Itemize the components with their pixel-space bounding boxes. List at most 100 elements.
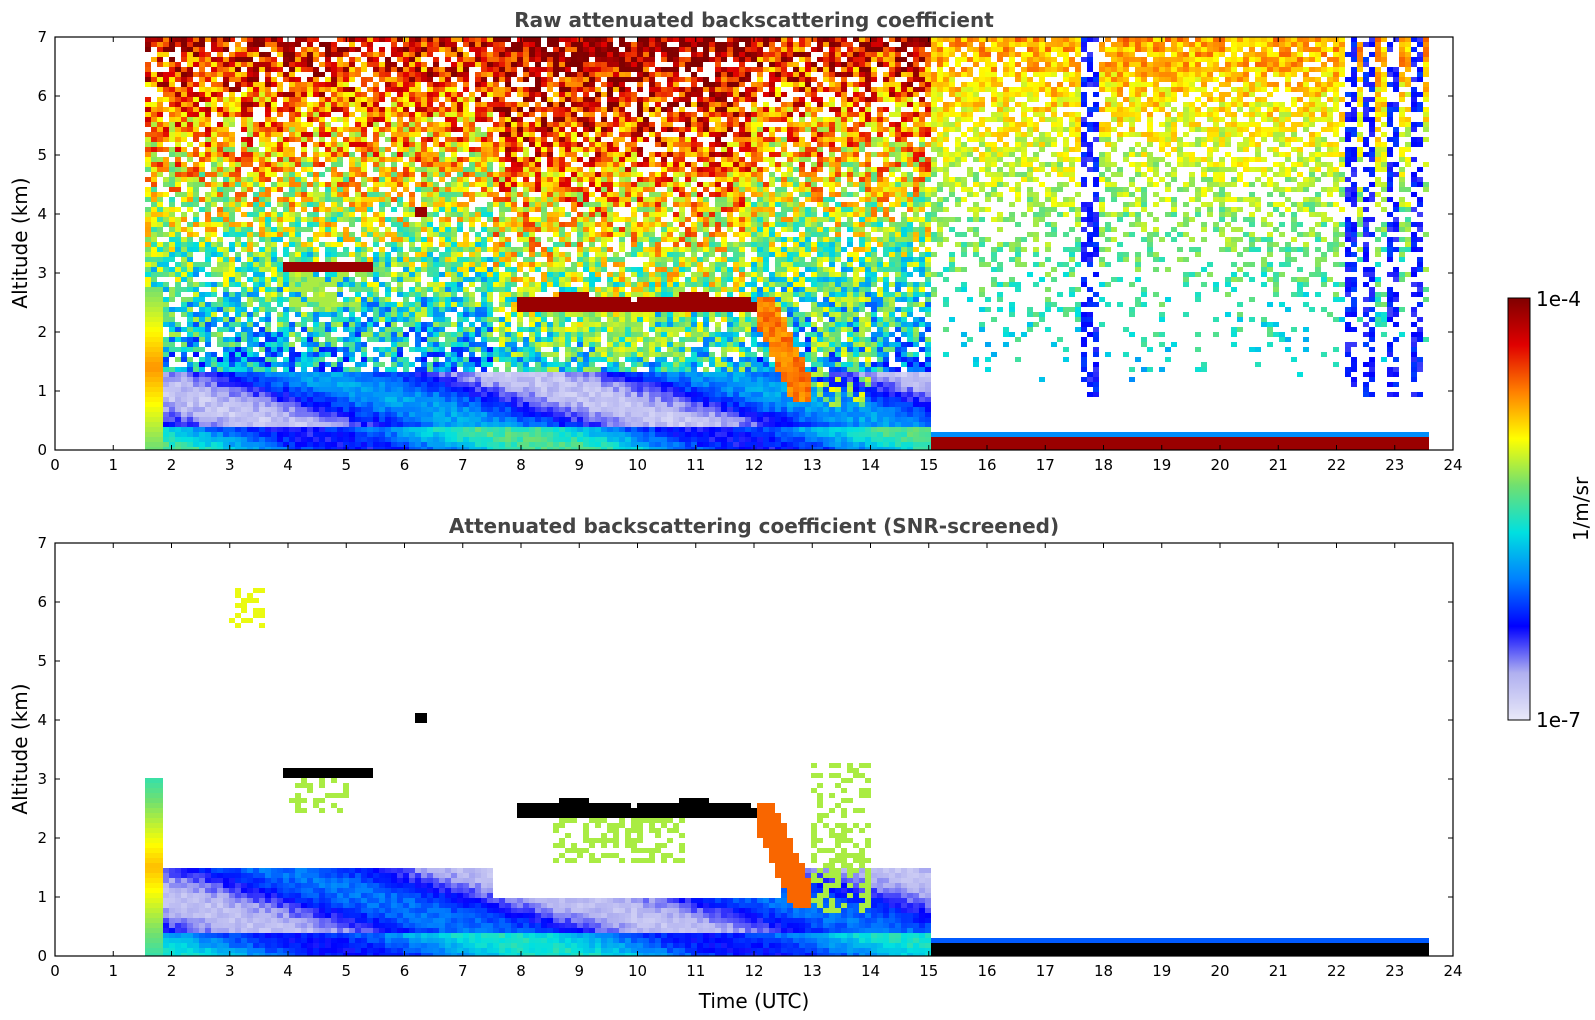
heatmap-cell [835,72,841,77]
heatmap-cell [1303,122,1309,127]
heatmap-cell [667,77,673,82]
heatmap-cell [199,177,205,182]
heatmap-cell [283,57,289,62]
heatmap-cell [463,82,469,87]
heatmap-cell [151,112,157,117]
heatmap-cell [241,97,247,102]
heatmap-cell [973,172,979,177]
heatmap-cell [211,62,217,67]
heatmap-cell [1165,102,1171,107]
heatmap-cell [337,152,343,157]
heatmap-cell [421,112,427,117]
heatmap-cell [1207,117,1213,122]
heatmap-cell [415,127,421,132]
heatmap-cell [247,147,253,152]
heatmap-cell [211,152,217,157]
heatmap-cell [541,112,547,117]
heatmap-cell [1069,92,1075,97]
heatmap-cell [1267,117,1273,122]
heatmap-cell [211,107,217,112]
heatmap-cell [745,117,751,122]
heatmap-cell [499,77,505,82]
heatmap-cell [361,157,367,162]
heatmap-cell [523,157,529,162]
heatmap-cell [1141,152,1147,157]
heatmap-cell [181,132,187,137]
heatmap-cell [919,167,925,172]
heatmap-cell [1237,97,1243,102]
heatmap-cell [673,57,679,62]
heatmap-cell [715,52,721,57]
heatmap-cell [655,177,661,182]
heatmap-cell [397,77,403,82]
heatmap-cell [805,92,811,97]
heatmap-cell [571,82,577,87]
heatmap-cell [229,177,235,182]
heatmap-cell [1099,162,1105,167]
heatmap-cell [1105,72,1111,77]
heatmap-cell [331,52,337,57]
heatmap-cell [283,172,289,177]
heatmap-cell [679,77,685,82]
heatmap-cell [1027,92,1033,97]
heatmap-cell [685,97,691,102]
heatmap-cell [889,127,895,132]
heatmap-cell [1315,167,1321,172]
heatmap-cell [667,92,673,97]
heatmap-cell [895,137,901,142]
heatmap-cell [643,102,649,107]
heatmap-cell [331,82,337,87]
heatmap-cell [937,122,943,127]
heatmap-cell [1147,137,1153,142]
heatmap-cell [1081,42,1087,47]
heatmap-cell [775,127,781,132]
heatmap-cell [1351,127,1357,132]
heatmap-cell [1309,77,1315,82]
heatmap-cell [145,107,151,112]
heatmap-cell [571,152,577,157]
heatmap-cell [679,182,685,187]
heatmap-cell [1219,82,1225,87]
heatmap-cell [595,142,601,147]
heatmap-cell [907,72,913,77]
heatmap-cell [457,147,463,152]
heatmap-cell [385,147,391,152]
heatmap-cell [661,142,667,147]
heatmap-cell [1267,47,1273,52]
heatmap-cell [577,117,583,122]
heatmap-cell [295,87,301,92]
heatmap-cell [403,132,409,137]
heatmap-cell [241,162,247,167]
heatmap-cell [757,137,763,142]
heatmap-cell [265,127,271,132]
heatmap-cell [355,187,361,192]
heatmap-cell [1369,132,1375,137]
heatmap-cell [793,72,799,77]
heatmap-cell [163,92,169,97]
heatmap-cell [1351,82,1357,87]
heatmap-cell [919,112,925,117]
heatmap-cell [163,47,169,52]
heatmap-cell [1045,57,1051,62]
heatmap-cell [481,112,487,117]
heatmap-cell [325,157,331,162]
heatmap-cell [1303,162,1309,167]
heatmap-cell [1351,152,1357,157]
heatmap-cell [301,147,307,152]
heatmap-cell [1273,182,1279,187]
heatmap-cell [331,137,337,142]
heatmap-cell [283,157,289,162]
heatmap-cell [355,72,361,77]
heatmap-cell [661,167,667,172]
heatmap-cell [499,122,505,127]
heatmap-cell [1129,57,1135,62]
heatmap-cell [463,117,469,122]
heatmap-cell [655,67,661,72]
heatmap-cell [1177,137,1183,142]
heatmap-cell [1069,37,1075,42]
heatmap-cell [967,92,973,97]
heatmap-cell [973,157,979,162]
heatmap-cell [1417,182,1423,187]
heatmap-cell [1153,62,1159,67]
heatmap-cell [277,142,283,147]
